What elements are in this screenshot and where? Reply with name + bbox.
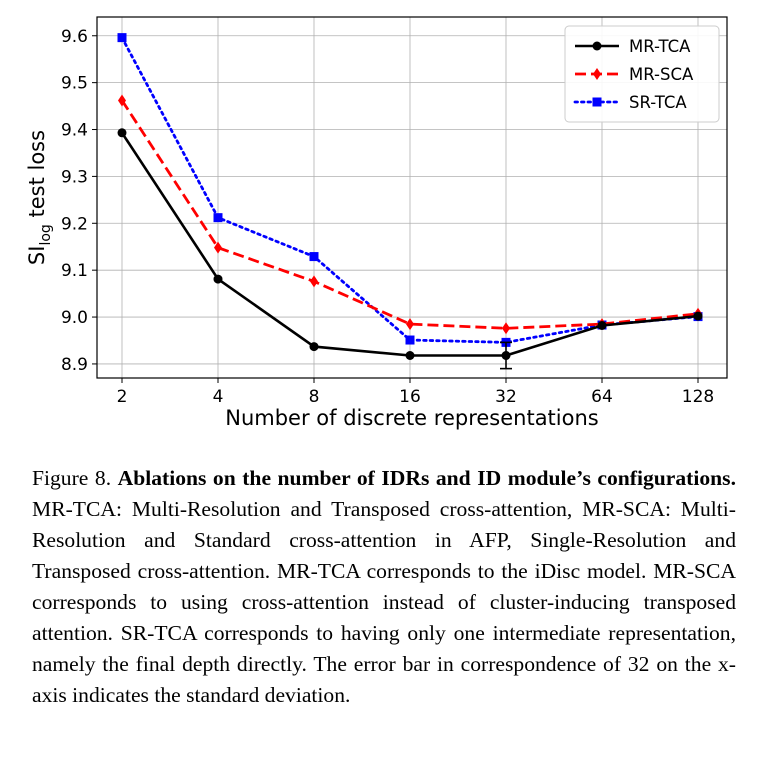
y-axis-title: SIlog test loss: [25, 130, 54, 265]
data-point: [213, 274, 223, 284]
y-tick-label: 9.6: [61, 27, 88, 47]
legend-label: MR-SCA: [629, 65, 694, 84]
y-tick-label: 9.5: [61, 74, 88, 94]
chart: 2 4 8 16 32 64 128 8.9 9.0 9.1 9.2 9.3 9.4 9.5 9.6 Nu…: [25, 16, 728, 430]
y-tick-label: 9.1: [61, 261, 88, 281]
line-chart: 2 4 8 16 32 64 128 8.9 9.0 9.1 9.2 9.3 9.4 9.5 9.6 Nu…: [25, 16, 728, 430]
x-tick-label: 8: [309, 387, 320, 407]
x-tick-label: 128: [682, 387, 714, 407]
series-mr-sca: [118, 94, 702, 335]
y-tick-label: 8.9: [61, 355, 88, 375]
x-tick-label: 4: [213, 387, 224, 407]
data-point: [117, 128, 127, 138]
legend-label: SR-TCA: [629, 93, 687, 112]
caption-label: Figure 8.: [32, 466, 112, 490]
data-point: [213, 213, 223, 223]
legend-box: [564, 25, 720, 123]
error-bar: [500, 341, 512, 370]
legend-item-mr-sca: MR-SCA: [575, 65, 694, 84]
legend: MR-TCA MR-SCA SR-TCA: [564, 25, 720, 123]
data-point: [117, 33, 127, 43]
legend-marker: [592, 41, 602, 51]
y-axis-title-subscript: log: [38, 224, 54, 245]
data-point: [310, 275, 318, 288]
x-tick-label: 32: [495, 387, 517, 407]
x-tick-label: 64: [591, 387, 613, 407]
caption-body: MR-TCA: Multi-Resolution and Transposed …: [32, 497, 736, 707]
x-axis-title: Number of discrete representations: [225, 406, 598, 430]
data-point: [214, 241, 222, 254]
caption-title: Ablations on the number of IDRs and ID m…: [117, 466, 736, 490]
data-point: [118, 94, 126, 107]
y-tick-label: 9.3: [61, 167, 88, 187]
data-point: [502, 322, 510, 335]
series-mr-tca: [117, 128, 703, 360]
data-point: [406, 318, 414, 331]
x-ticks: 2 4 8 16 32 64 128: [117, 378, 714, 407]
x-tick-label: 2: [117, 387, 128, 407]
data-point: [309, 252, 319, 262]
x-tick-label: 16: [399, 387, 421, 407]
y-ticks: 8.9 9.0 9.1 9.2 9.3 9.4 9.5 9.6: [61, 27, 97, 375]
data-point: [309, 342, 319, 352]
legend-marker: [593, 68, 601, 80]
y-tick-label: 9.4: [61, 121, 88, 141]
data-point: [597, 320, 607, 330]
data-point: [693, 311, 703, 321]
y-tick-label: 9.2: [61, 214, 88, 234]
legend-item-sr-tca: SR-TCA: [573, 93, 687, 112]
figure-caption: Figure 8. Ablations on the number of IDR…: [32, 463, 736, 711]
y-tick-label: 9.0: [61, 308, 88, 328]
y-axis-title-rest: test loss: [25, 130, 49, 224]
legend-label: MR-TCA: [629, 37, 691, 56]
data-point: [405, 335, 415, 345]
plot-frame: [96, 16, 728, 379]
y-axis-title-main: SI: [25, 246, 49, 266]
legend-marker: [592, 97, 602, 107]
series-layer: [117, 33, 703, 370]
legend-item-mr-tca: MR-TCA: [575, 37, 691, 56]
data-point: [405, 350, 415, 360]
